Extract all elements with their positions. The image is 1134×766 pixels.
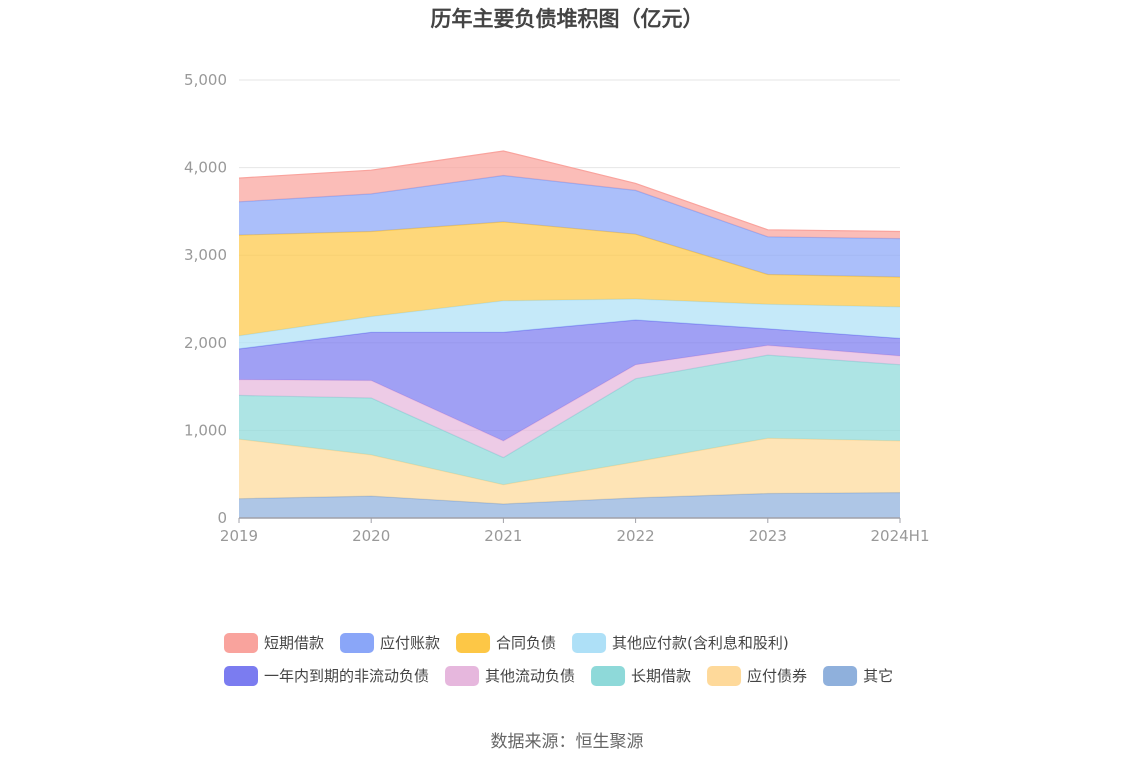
axes: 0 1,000 2,000 3,000 4,000 5,000 2019 2020 2021 20… — [184, 71, 929, 545]
legend-label: 长期借款 — [631, 667, 691, 685]
x-tick-label: 2021 — [484, 527, 522, 545]
series-line-4 — [238, 319, 901, 350]
legend-label: 其它 — [863, 667, 893, 685]
area-series-2 — [239, 355, 900, 485]
legend-swatch — [572, 633, 607, 653]
area-series-1 — [239, 438, 900, 504]
legend-swatch — [224, 633, 258, 653]
y-tick-label: 0 — [217, 509, 227, 527]
legend-label: 短期借款 — [264, 634, 324, 652]
area-series-0 — [239, 492, 900, 518]
area-series-4 — [239, 320, 900, 441]
area-series-8 — [239, 151, 900, 239]
series-line-5 — [238, 298, 901, 337]
legend-label: 合同负债 — [496, 634, 556, 652]
y-tick-label: 1,000 — [184, 421, 227, 439]
y-tick-label: 5,000 — [184, 71, 227, 89]
legend-swatch — [340, 633, 375, 653]
x-tick-label: 2024H1 — [871, 527, 930, 545]
legend: 短期借款 应付账款 合同负债 其他应付款(含利息和股利) 一年内到期的非流动负债 其他流动… — [224, 633, 893, 686]
legend-swatch — [823, 666, 858, 686]
area-series-7 — [239, 175, 900, 278]
legend-label: 其他应付款(含利息和股利) — [612, 634, 789, 652]
chart-title: 历年主要负债堆积图（亿元） — [431, 7, 704, 31]
x-tick-label: 2023 — [749, 527, 787, 545]
series-areas — [238, 150, 901, 518]
legend-swatch — [224, 666, 258, 686]
area-series-3 — [239, 345, 900, 458]
legend-label: 应付债券 — [747, 667, 807, 685]
x-tick-label: 2019 — [220, 527, 258, 545]
series-line-8 — [238, 150, 901, 233]
x-tick-label: 2022 — [617, 527, 655, 545]
y-tick-label: 4,000 — [184, 159, 227, 177]
legend-swatch — [445, 666, 480, 686]
area-series-6 — [239, 221, 900, 336]
area-series-5 — [239, 299, 900, 349]
x-tick-label: 2020 — [352, 527, 390, 545]
y-tick-label: 3,000 — [184, 246, 227, 264]
legend-label: 其他流动负债 — [485, 667, 575, 685]
source-note: 数据来源：恒生聚源 — [491, 732, 644, 752]
legend-label: 应付账款 — [380, 634, 440, 652]
legend-swatch — [456, 633, 491, 653]
legend-swatch — [591, 666, 626, 686]
legend-label: 一年内到期的非流动负债 — [264, 667, 429, 685]
y-tick-label: 2,000 — [184, 334, 227, 352]
legend-swatch — [707, 666, 742, 686]
